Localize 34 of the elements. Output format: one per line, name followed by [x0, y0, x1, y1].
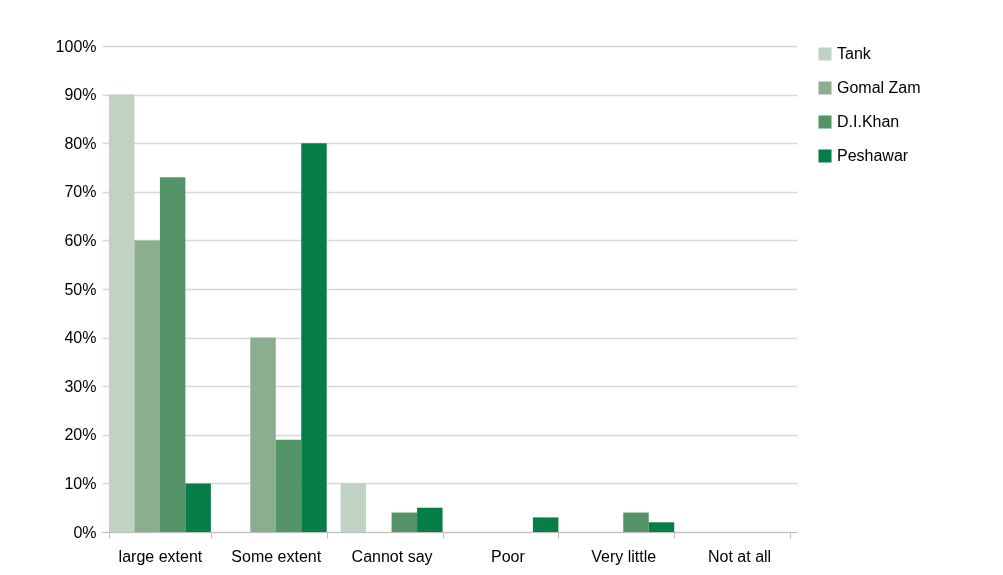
x-tick-label: Cannot say: [351, 547, 433, 565]
x-tick-label: large extent: [118, 547, 203, 565]
bar: [532, 517, 559, 532]
bar: [340, 483, 367, 532]
y-tick-label: 0%: [73, 523, 97, 541]
bar: [159, 177, 186, 532]
legend-label: Tank: [837, 45, 872, 62]
bar: [275, 439, 302, 532]
x-tick-label: Some extent: [231, 547, 322, 565]
y-tick-label: 70%: [64, 183, 97, 201]
x-tick-label: Very little: [591, 547, 657, 565]
bar: [108, 94, 135, 532]
x-tick-label: Not at all: [708, 547, 772, 565]
y-tick-label: 10%: [64, 474, 97, 492]
x-tick-label: Poor: [491, 547, 526, 565]
y-tick-label: 60%: [64, 231, 97, 249]
y-tick-label: 80%: [64, 134, 97, 152]
bar: [301, 143, 327, 532]
bar: [623, 512, 649, 532]
y-tick-label: 40%: [64, 329, 97, 347]
legend-label: D.I.Khan: [837, 113, 900, 130]
y-tick-label: 100%: [55, 37, 97, 55]
bar: [391, 512, 418, 532]
y-tick-label: 20%: [64, 426, 97, 444]
legend-label: Gomal Zam: [837, 79, 921, 96]
bar: [417, 507, 443, 532]
y-tick-label: 30%: [64, 377, 97, 395]
bar: [134, 240, 160, 532]
y-tick-label: 50%: [64, 280, 97, 298]
legend-label: Peshawar: [837, 147, 909, 164]
bar: [648, 522, 675, 532]
bar: [250, 337, 276, 532]
y-tick-label: 90%: [64, 86, 97, 104]
bar: [185, 483, 211, 532]
